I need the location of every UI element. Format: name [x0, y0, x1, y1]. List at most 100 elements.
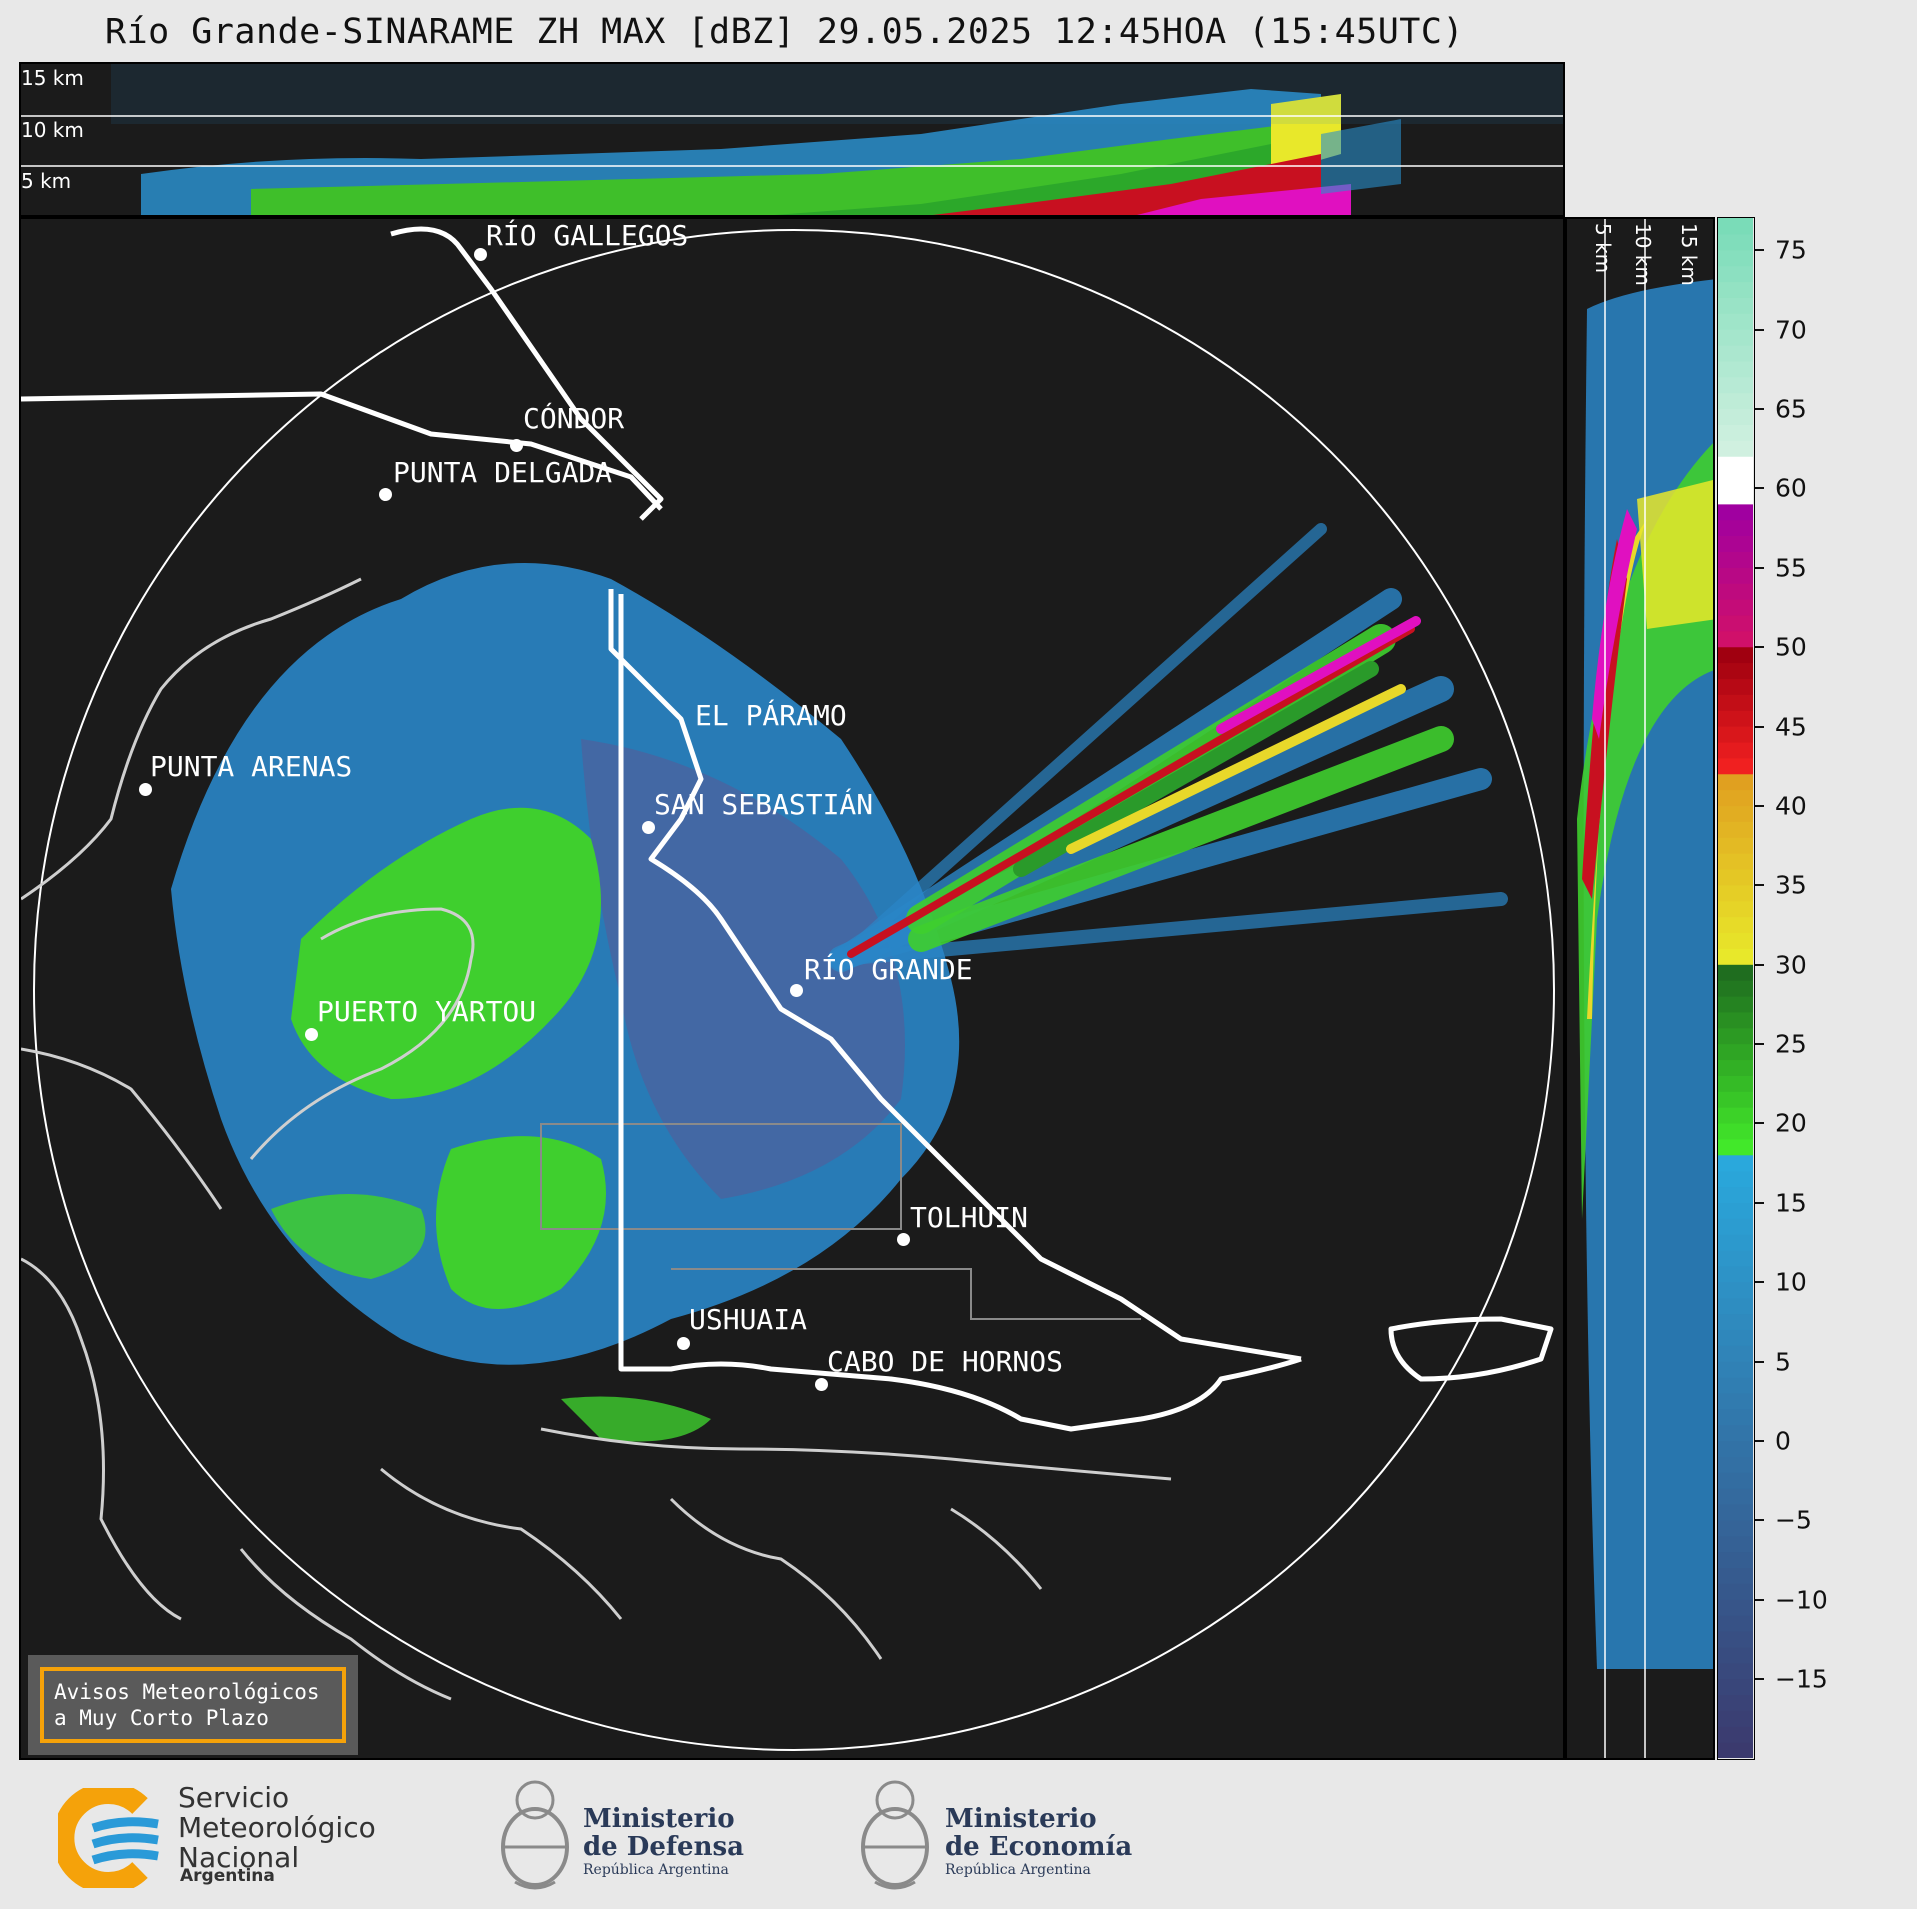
warning-line-1: Avisos Meteorológicos [54, 1680, 320, 1704]
colorbar-segment [1718, 1615, 1753, 1632]
colorbar-segment [1718, 1710, 1753, 1727]
top-alt-label-10: 10 km [21, 118, 84, 142]
city-dot-puerto-yartou [305, 1028, 318, 1041]
colorbar-segment [1718, 805, 1753, 822]
colorbar-segment [1718, 1519, 1753, 1537]
colorbar-tick-mark [1755, 725, 1764, 728]
smn-line-2: Meteorológico [178, 1811, 376, 1844]
colorbar-segment [1718, 932, 1753, 949]
colorbar-segment [1718, 583, 1753, 600]
radar-map-panel: RÍO GALLEGOS CÓNDOR PUNTA DELGADA EL PÁR… [19, 217, 1565, 1760]
city-label-cabo-de-hornos: CABO DE HORNOS [827, 1345, 1064, 1378]
colorbar-tick-label: 35 [1775, 870, 1807, 900]
colorbar-segment [1718, 535, 1753, 553]
right-alt-label-10: 10 km [1631, 223, 1655, 286]
top-alt-label-5: 5 km [21, 169, 72, 193]
colorbar-tick-label: 65 [1775, 394, 1807, 424]
colorbar-segment [1718, 281, 1753, 298]
colorbar-segment [1718, 1503, 1753, 1521]
colorbar-segment [1718, 741, 1753, 759]
colorbar-segment [1718, 710, 1753, 727]
economia-seal [855, 1772, 935, 1901]
colorbar-segment [1718, 1424, 1753, 1442]
economia-line-1: Ministerio [945, 1804, 1097, 1834]
colorbar-segment [1718, 1694, 1753, 1711]
colorbar-tick-label: −5 [1775, 1505, 1812, 1535]
top-cross-section-graphic [21, 64, 1563, 215]
colorbar-segment [1718, 884, 1753, 902]
economia-title: Ministerio de Economía [945, 1805, 1132, 1861]
colorbar-segment [1718, 487, 1753, 505]
warning-box: Avisos Meteorológicos a Muy Corto Plazo [28, 1655, 358, 1755]
colorbar-segment [1718, 646, 1753, 664]
colorbar-segment [1718, 853, 1753, 870]
colorbar-segment [1718, 392, 1753, 410]
colorbar-tick-mark [1755, 1281, 1764, 1284]
city-dot-cabo-de-hornos [815, 1378, 828, 1391]
colorbar-segment [1718, 345, 1753, 362]
colorbar-tick-mark [1755, 804, 1764, 807]
colorbar-segment [1718, 1742, 1753, 1759]
defensa-sub: República Argentina [583, 1862, 729, 1878]
right-cross-section-panel: 5 km 10 km 15 km [1565, 217, 1715, 1760]
city-label-puerto-yartou: PUERTO YARTOU [317, 995, 537, 1028]
colorbar [1717, 217, 1755, 1760]
colorbar-tick-mark [1755, 884, 1764, 887]
colorbar-segment [1718, 694, 1753, 711]
colorbar-segment [1718, 1297, 1753, 1315]
colorbar-tick-label: 70 [1775, 315, 1807, 345]
city-label-el-paramo: EL PÁRAMO [695, 699, 847, 732]
colorbar-segment [1718, 662, 1753, 680]
smn-country: Argentina [180, 1866, 275, 1886]
colorbar-segment [1718, 551, 1753, 568]
colorbar-segment [1718, 916, 1753, 934]
colorbar-tick-mark [1755, 646, 1764, 649]
colorbar-segment [1718, 456, 1753, 473]
colorbar-segment [1718, 1662, 1753, 1680]
colorbar-segment [1718, 1091, 1753, 1108]
colorbar-tick-mark [1755, 1678, 1764, 1681]
colorbar-segment [1718, 995, 1753, 1013]
colorbar-segment [1718, 1376, 1753, 1394]
city-label-san-sebastian: SAN SEBASTIÁN [654, 788, 874, 821]
colorbar-tick-mark [1755, 1519, 1764, 1522]
colorbar-segment [1718, 313, 1753, 330]
colorbar-segment [1718, 1011, 1753, 1029]
colorbar-segment [1718, 249, 1753, 267]
city-label-condor: CÓNDOR [523, 402, 625, 435]
colorbar-tick-mark [1755, 1043, 1764, 1046]
colorbar-segment [1718, 1043, 1753, 1061]
colorbar-tick-label: 55 [1775, 553, 1807, 583]
colorbar-segment [1718, 614, 1753, 632]
colorbar-segment [1718, 1583, 1753, 1600]
colorbar-segment [1718, 1488, 1753, 1505]
colorbar-segment [1718, 1107, 1753, 1124]
city-label-ushuaia: USHUAIA [689, 1303, 808, 1336]
top-cross-section-panel: 15 km 10 km 5 km [19, 62, 1565, 217]
colorbar-segment [1718, 1440, 1753, 1457]
colorbar-tick-label: 5 [1775, 1347, 1791, 1377]
economia-sub: República Argentina [945, 1862, 1091, 1878]
colorbar-tick-label: 20 [1775, 1108, 1807, 1138]
colorbar-segment [1718, 757, 1753, 775]
economia-line-2: de Economía [945, 1832, 1133, 1862]
colorbar-segment [1718, 630, 1753, 648]
right-cross-section-graphic [1577, 219, 1713, 1758]
radar-map-graphic [21, 226, 1555, 1751]
top-alt-label-15: 15 km [21, 66, 84, 90]
smn-logo-text: Servicio Meteorológico Nacional [178, 1783, 376, 1873]
colorbar-segment [1718, 408, 1753, 425]
colorbar-segment [1718, 233, 1753, 251]
colorbar-segment [1718, 678, 1753, 695]
colorbar-segment [1718, 1249, 1753, 1267]
right-alt-label-5: 5 km [1591, 223, 1615, 274]
colorbar-graphic [1718, 218, 1753, 1759]
colorbar-segment [1718, 868, 1753, 886]
colorbar-segment [1718, 1678, 1753, 1696]
colorbar-tick-mark [1755, 328, 1764, 331]
colorbar-tick-label: −15 [1775, 1664, 1828, 1694]
colorbar-segment [1718, 360, 1753, 378]
colorbar-tick-label: 10 [1775, 1267, 1807, 1297]
colorbar-segment [1718, 265, 1753, 283]
city-dot-rio-grande [790, 984, 803, 997]
